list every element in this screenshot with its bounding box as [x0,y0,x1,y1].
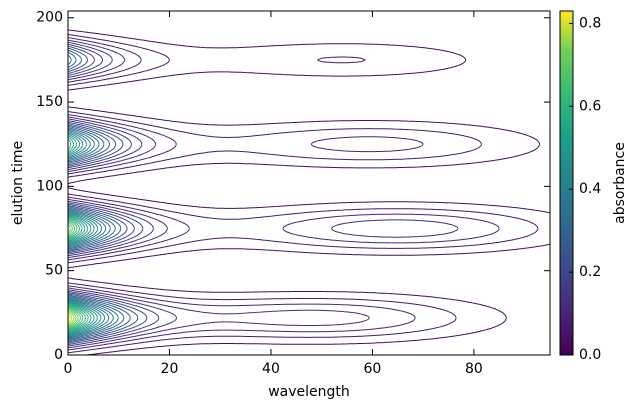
colorbar-tick-label: 0.8 [579,15,601,31]
contour-line [68,221,79,328]
x-tick-label: 60 [364,361,382,377]
contour-line [68,135,95,334]
x-tick-label: 20 [161,361,179,377]
y-tick-label: 150 [36,94,63,110]
x-axis-label: wavelength [268,384,350,400]
contour-line [68,29,550,355]
contour-line [68,37,500,351]
contour-line [68,49,131,342]
contour-line [68,34,539,354]
plot-frame [67,10,551,356]
contour-line [68,128,114,339]
y-tick-label: 100 [36,178,63,194]
y-tick-label: 200 [36,10,63,26]
colorbar-frame [559,10,574,356]
contour-line [68,47,139,343]
colorbar-tick-label: 0.6 [579,98,601,114]
x-tick-label: 80 [465,361,483,377]
contour-line [68,138,89,332]
contour-line [68,39,459,349]
colorbar-tick-label: 0.0 [579,347,601,363]
x-tick-label: 0 [64,361,73,377]
contour-line [68,133,98,335]
colorbar-tick-label: 0.2 [579,264,601,280]
y-tick-label: 50 [45,263,63,279]
contour-line [68,41,178,347]
contour-line [68,43,160,345]
contour-line [68,136,92,333]
y-tick-label: 0 [54,347,63,363]
colorbar [560,11,573,355]
colorbar-tick-label: 0.4 [579,181,601,197]
contour-line [68,219,84,330]
y-axis-label: elution time [10,141,26,225]
x-tick-label: 40 [262,361,280,377]
colorbar-label: absorbance [612,142,628,224]
contour-line [68,223,77,327]
contour-line [68,54,119,340]
contour-line [68,45,148,344]
contour-line [68,51,125,341]
contours [68,29,550,355]
contour-line [68,130,106,337]
